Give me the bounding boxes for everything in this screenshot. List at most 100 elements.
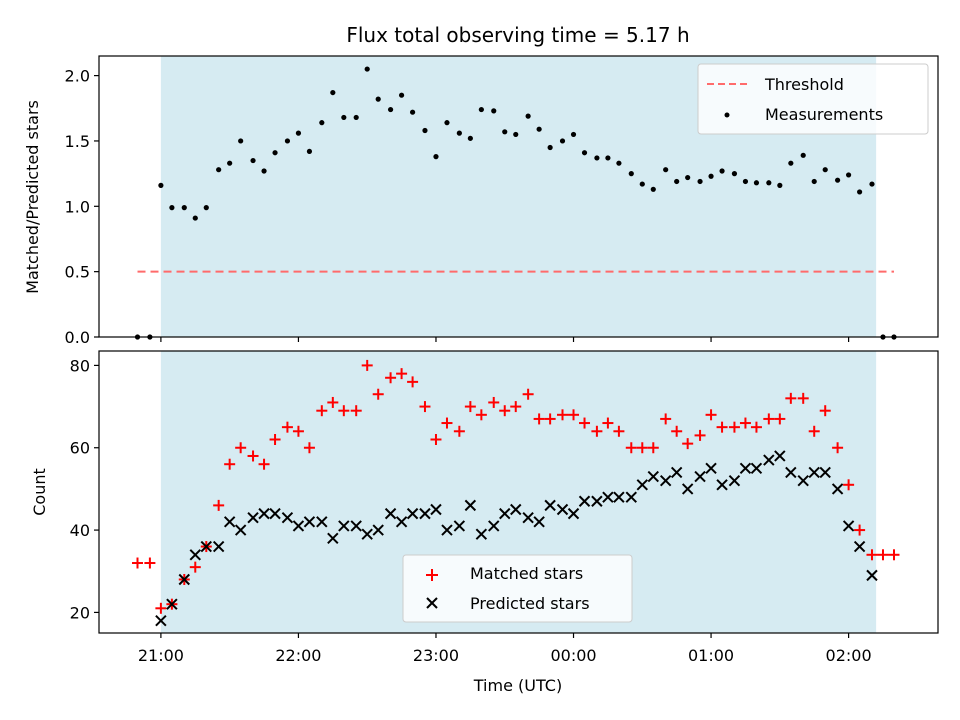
measurement-point <box>822 167 828 173</box>
matched-point <box>568 409 580 421</box>
predicted-point <box>361 528 373 540</box>
predicted-point <box>453 520 466 532</box>
predicted-point <box>200 540 212 553</box>
measurement-point <box>594 155 600 161</box>
legend-predicted-swatch <box>426 597 438 609</box>
bottom-y-ticks: 20 40 60 80 <box>70 356 99 622</box>
predicted-point <box>327 532 339 545</box>
legend-threshold-label: Threshold <box>764 75 844 94</box>
matched-point <box>797 392 809 404</box>
matched-point <box>316 405 328 417</box>
measurement-point <box>570 131 577 138</box>
predicted-point <box>602 491 614 503</box>
measurement-point <box>467 135 473 141</box>
top-axes-frame <box>98 55 939 338</box>
predicted-point <box>292 520 305 532</box>
predicted-point <box>670 466 683 479</box>
measurement-point <box>478 106 484 113</box>
measurement-point <box>433 154 439 160</box>
matched-point <box>763 413 775 425</box>
measurement-point <box>628 171 634 177</box>
legend-matched-label: Matched stars <box>470 564 583 583</box>
predicted-point <box>750 462 763 475</box>
top-y-tick-label: 2.0 <box>65 67 90 86</box>
measurement-point <box>639 181 645 187</box>
measurement-point <box>216 167 222 173</box>
measurement-point <box>375 96 381 102</box>
measurement-point <box>192 215 198 221</box>
matched-point <box>660 413 672 425</box>
predicted-point <box>488 520 500 532</box>
matched-point <box>419 401 431 413</box>
predicted-point <box>797 474 809 487</box>
predicted-point <box>475 528 488 540</box>
measurement-point <box>811 178 817 185</box>
matched-point <box>522 388 534 400</box>
x-tick-label: 02:00 <box>826 646 872 665</box>
predicted-point <box>705 462 717 475</box>
matched-point <box>694 429 706 441</box>
predicted-point <box>831 483 844 495</box>
x-tick-label: 00:00 <box>550 646 596 665</box>
matched-points <box>132 359 900 614</box>
bottom-y-axis-label: Count <box>30 468 49 516</box>
predicted-point <box>384 507 397 520</box>
matched-point <box>132 557 144 569</box>
matched-point <box>258 458 270 470</box>
legend-predicted-label: Predicted stars <box>470 594 590 613</box>
measurement-point <box>547 144 553 151</box>
measurement-point <box>444 120 450 126</box>
predicted-point <box>636 479 648 491</box>
predicted-point <box>533 516 545 528</box>
measurement-point <box>319 120 325 126</box>
matched-point <box>774 413 786 425</box>
bottom-legend: Matched stars Predicted stars <box>402 554 633 623</box>
measurement-point <box>341 114 347 121</box>
top-y-tick-label: 1.0 <box>65 197 90 216</box>
measurement-point <box>581 150 588 156</box>
matched-point <box>750 421 762 433</box>
predicted-point <box>578 495 591 507</box>
predicted-point <box>212 540 225 553</box>
top-y-tick-label: 0.0 <box>65 328 90 347</box>
predicted-point <box>613 491 625 503</box>
measurement-point <box>559 138 566 144</box>
matched-point <box>866 549 878 561</box>
predicted-point <box>716 479 728 491</box>
predicted-point <box>269 507 281 520</box>
predicted-point <box>808 466 820 479</box>
predicted-point <box>556 503 569 516</box>
measurement-point <box>398 92 405 98</box>
predicted-point <box>544 499 556 512</box>
matched-point <box>247 450 259 462</box>
measurement-point <box>605 155 611 161</box>
matched-point <box>728 421 740 433</box>
measurement-point <box>663 167 669 173</box>
measurement-point <box>834 177 841 183</box>
measurement-point <box>857 189 863 195</box>
predicted-point <box>499 507 511 520</box>
top-y-tick-label: 0.5 <box>65 263 90 282</box>
matched-point <box>636 442 648 454</box>
x-tick-label: 01:00 <box>688 646 734 665</box>
predicted-point <box>522 512 534 524</box>
predicted-point <box>842 520 855 532</box>
measurement-point <box>616 160 622 166</box>
predicted-point <box>591 495 603 507</box>
matched-point <box>396 368 408 380</box>
bottom-axes-frame <box>98 350 939 634</box>
predicted-point <box>625 491 637 503</box>
matched-point <box>557 409 569 421</box>
chart-title: Flux total observing time = 5.17 h <box>346 23 689 47</box>
matched-point <box>338 405 350 417</box>
measurement-point <box>869 181 875 187</box>
measurement-point <box>536 126 542 132</box>
top-legend-box <box>697 63 929 135</box>
top-x-ticks <box>160 337 850 342</box>
predicted-point <box>659 474 672 487</box>
predicted-point <box>728 474 741 487</box>
matched-point <box>819 405 831 417</box>
matched-point <box>385 372 397 384</box>
matched-point <box>602 417 614 429</box>
